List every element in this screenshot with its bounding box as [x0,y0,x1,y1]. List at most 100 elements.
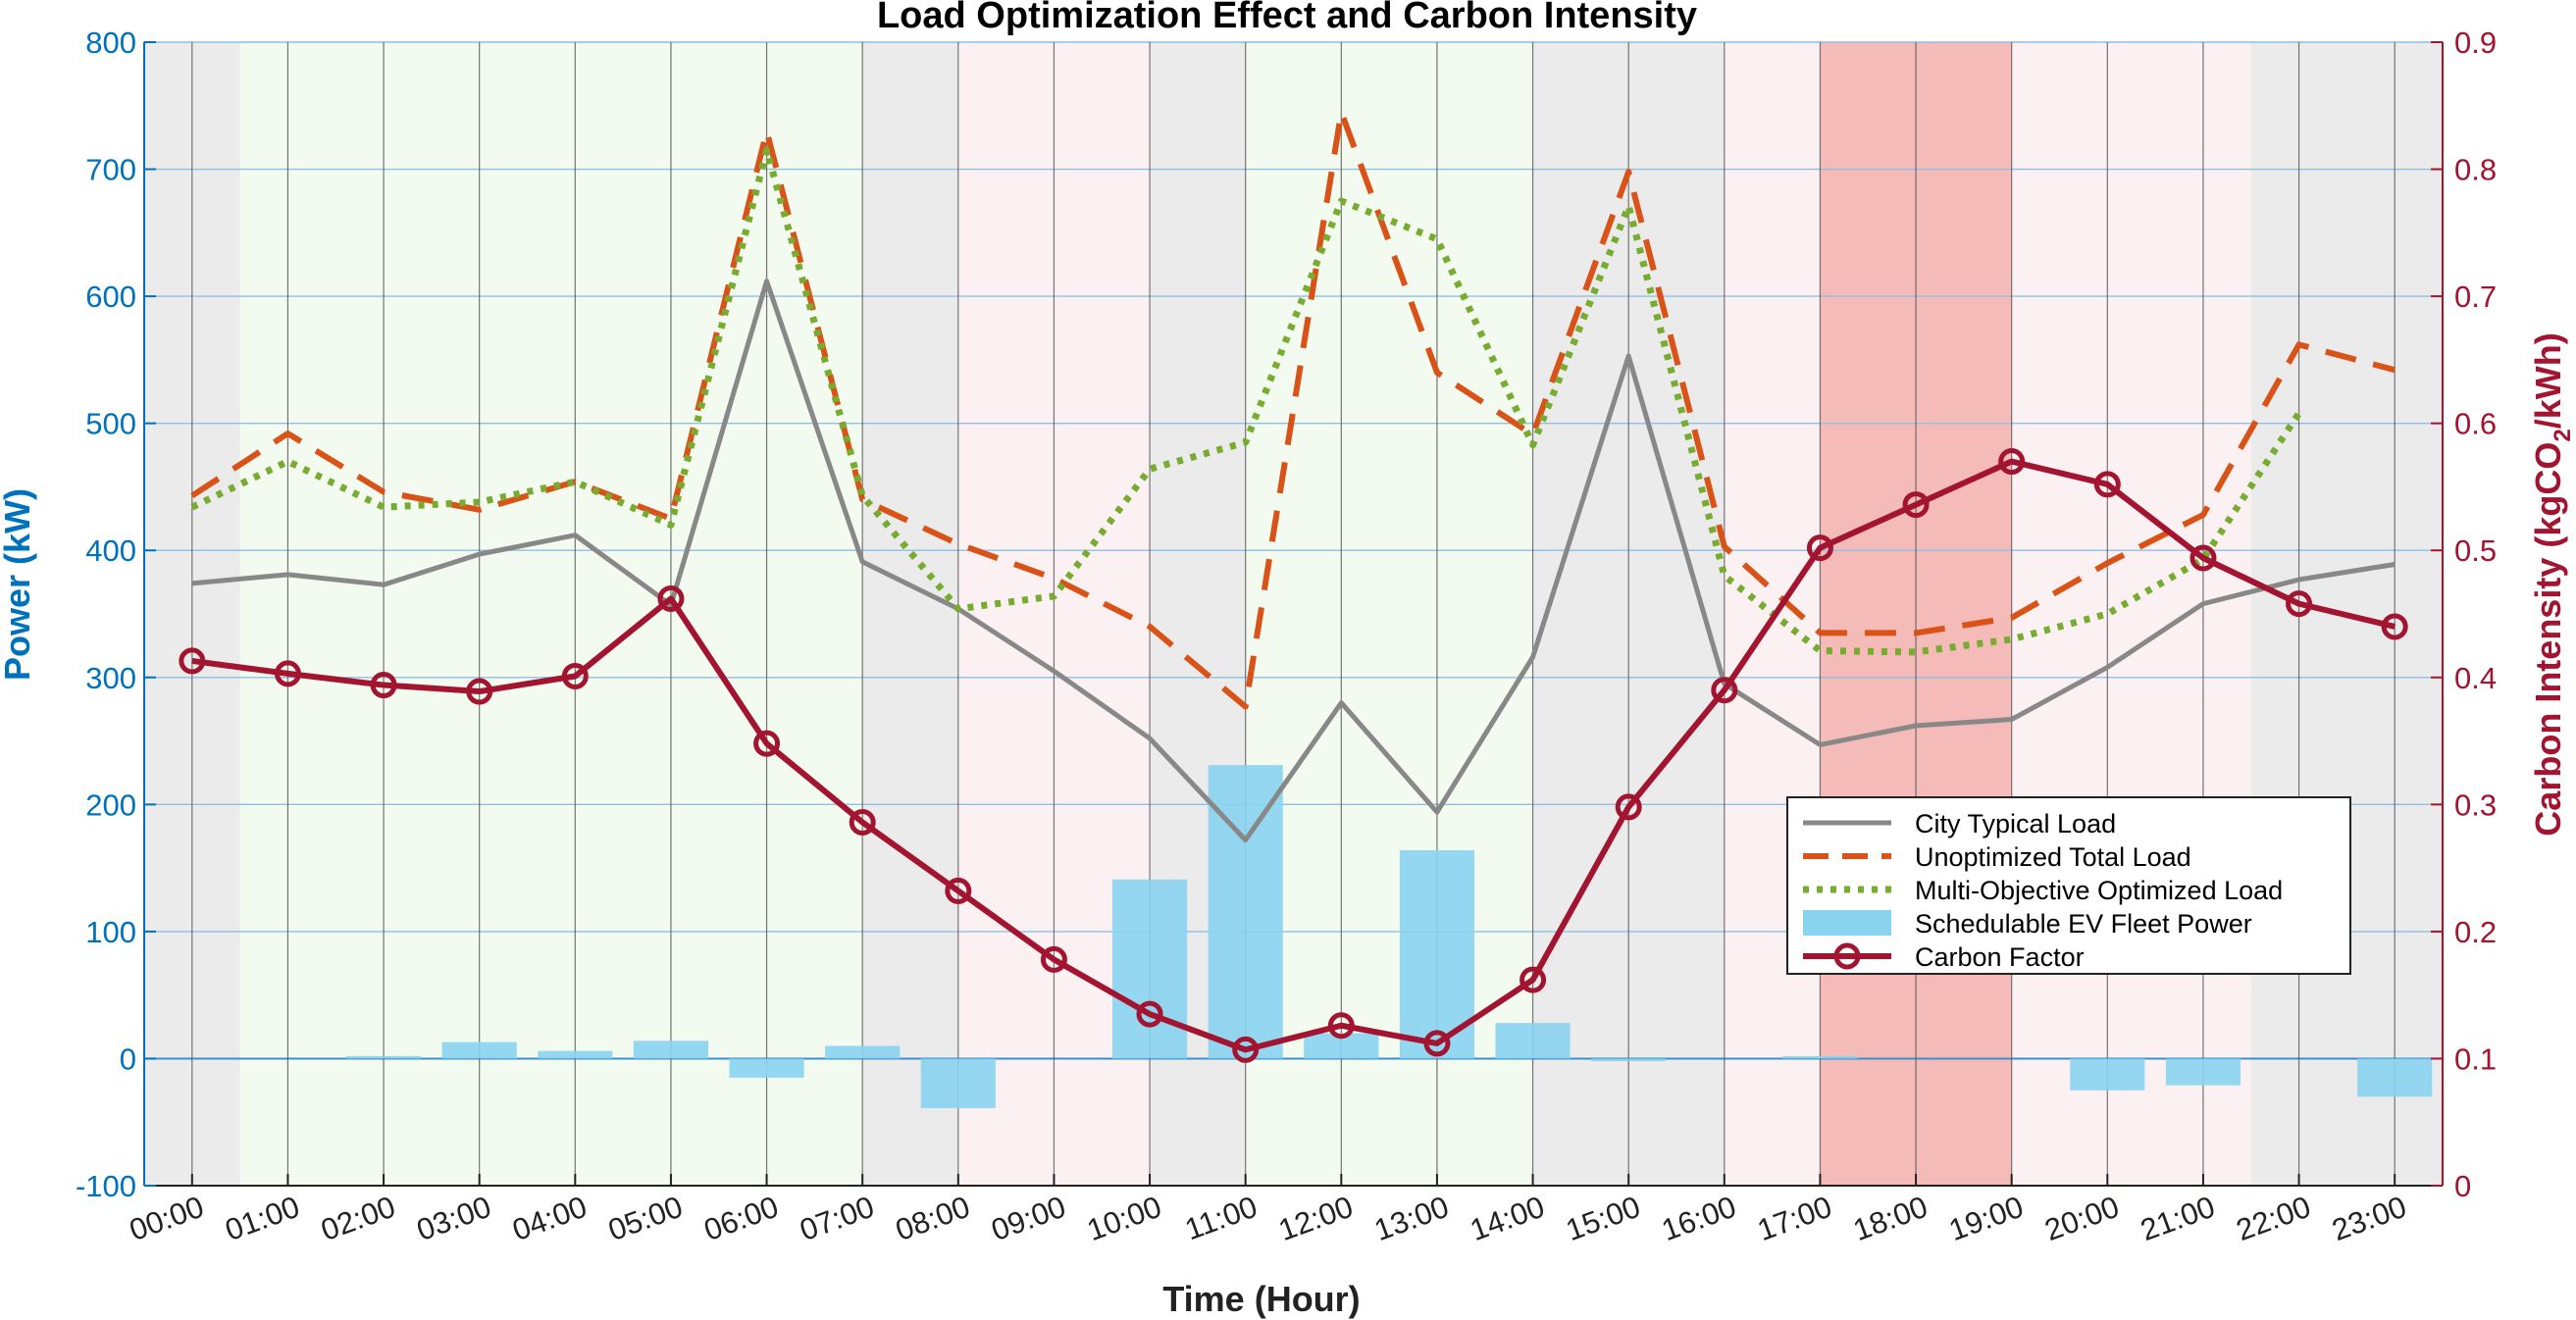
y-left-tick-label: 100 [85,915,136,949]
period-band-valley [1245,42,1533,1186]
ev-bars [345,765,2433,1108]
x-tick-label: 14:00 [1466,1190,1549,1247]
x-tick-label: 04:00 [508,1190,592,1247]
y-right-tick-label: 0.3 [2454,787,2497,822]
carbon-factor-marker [753,730,781,757]
y-left-tick-label: 500 [85,407,136,441]
x-tick-label: 20:00 [2040,1190,2124,1247]
y-left-tick-label: 600 [85,279,136,314]
x-tick-label: 19:00 [1944,1190,2028,1247]
x-tick-label: 09:00 [987,1190,1070,1247]
x-tick-label: 03:00 [412,1190,495,1247]
carbon-factor-marker [179,647,206,675]
legend-swatch-ev [1803,910,1891,936]
carbon-factor-marker [657,584,685,612]
carbon-factor-marker [945,877,972,904]
carbon-factor-marker [1806,534,1833,562]
x-tick-label: 16:00 [1657,1190,1740,1247]
y-left-tick-label: -100 [76,1169,136,1203]
x-tick-label: 05:00 [603,1190,687,1247]
y-left-tick-label: 700 [85,153,136,187]
y-right-tick-label: 0.5 [2454,533,2497,568]
carbon-factor-marker [1520,966,1547,993]
y-axis-label-right-subscript: 2 [2550,429,2576,441]
y-left-tick-label: 800 [85,25,136,60]
ev-bar [2165,1058,2241,1086]
legend-swatch-marker [1833,942,1861,970]
y-left-tick-label: 0 [120,1041,136,1076]
x-tick-label: 13:00 [1369,1190,1453,1247]
x-tick-label: 10:00 [1083,1190,1166,1247]
carbon-factor-marker [2190,544,2217,572]
x-tick-label: 06:00 [699,1190,783,1247]
legend-label: Multi-Objective Optimized Load [1915,876,2283,905]
series-line-multi-objective-optimized-load [190,146,2302,656]
ev-bar [1111,879,1188,1059]
series-line-carbon-factor [191,458,2396,1053]
carbon-factor-marker [2286,590,2313,618]
y-axis-label-right-suffix: /kWh) [2528,332,2568,429]
x-axis-label: Time (Hour) [1162,1279,1360,1319]
y-right-tick-label: 0.7 [2454,279,2497,314]
x-tick-label: 07:00 [796,1190,879,1247]
x-tick-label: 12:00 [1274,1190,1358,1247]
ev-bar [538,1050,613,1059]
ev-bar [1495,1023,1571,1059]
ev-bar [441,1041,517,1059]
carbon-factor-marker [1998,448,2026,476]
carbon-factor-marker [1136,1000,1163,1028]
carbon-factor-marker [1902,491,1930,519]
y-right-tick-label: 0.9 [2454,25,2497,60]
ev-bar [729,1058,804,1078]
y-right-tick-label: 0.2 [2454,915,2497,949]
y-axis-label-left: Power (kW) [0,488,37,681]
legend-box [1786,796,2351,975]
carbon-factor-marker [849,808,876,836]
period-band-peak [2011,42,2251,1186]
ev-bar [633,1041,709,1059]
y-left-tick-label: 300 [85,661,136,695]
y-right-tick-label: 0.6 [2454,407,2497,441]
y-right-tick-label: 0.1 [2454,1041,2497,1076]
x-tick-label: 00:00 [125,1190,208,1247]
x-tick-label: 11:00 [1180,1190,1262,1247]
x-tick-label: 02:00 [317,1190,400,1247]
y-right-tick-label: 0.8 [2454,153,2497,187]
carbon-factor-marker [1232,1036,1260,1063]
x-tick-label: 18:00 [1849,1190,1932,1247]
y-right-tick-label: 0 [2454,1169,2471,1203]
carbon-factor-marker [1423,1030,1451,1057]
carbon-factor-marker [2093,471,2121,498]
carbon-factor-marker [274,660,301,687]
ev-bar [345,1055,422,1059]
carbon-factor-marker [2381,613,2408,640]
carbon-factor-marker [1711,677,1738,704]
axes [143,42,2444,1187]
period-band-valley [239,42,863,1186]
x-tick-label: 21:00 [2136,1190,2219,1247]
carbon-factor-marker [370,672,397,699]
ev-bar [825,1045,901,1059]
y-axis-label-right-prefix: Carbon Intensity (kgCO [2528,442,2568,837]
x-tick-label: 08:00 [891,1190,974,1247]
ev-bar [920,1058,996,1108]
carbon-factor-marker [1615,793,1642,821]
ev-bar [2357,1058,2433,1097]
period-band-flat [862,42,958,1186]
x-tick-label: 22:00 [2232,1190,2315,1247]
ev-bar [2070,1058,2145,1091]
ev-bar [1782,1055,1858,1059]
legend-label: Carbon Factor [1915,942,2085,972]
carbon-factor-marker [561,662,589,689]
carbon-factor-marker [1040,945,1067,973]
legend-label: Schedulable EV Fleet Power [1915,909,2252,939]
carbon-factor-marker [466,678,493,705]
x-tick-label: 17:00 [1753,1190,1836,1247]
y-right-tick-label: 0.4 [2454,661,2497,695]
x-tick-label: 23:00 [2328,1190,2411,1247]
x-tick-label: 01:00 [221,1190,304,1247]
y-axis-label-right: Carbon Intensity (kgCO2/kWh) [2528,332,2576,836]
legend-label: Unoptimized Total Load [1915,842,2191,872]
chart-title: Load Optimization Effect and Carbon Inte… [877,0,1697,36]
